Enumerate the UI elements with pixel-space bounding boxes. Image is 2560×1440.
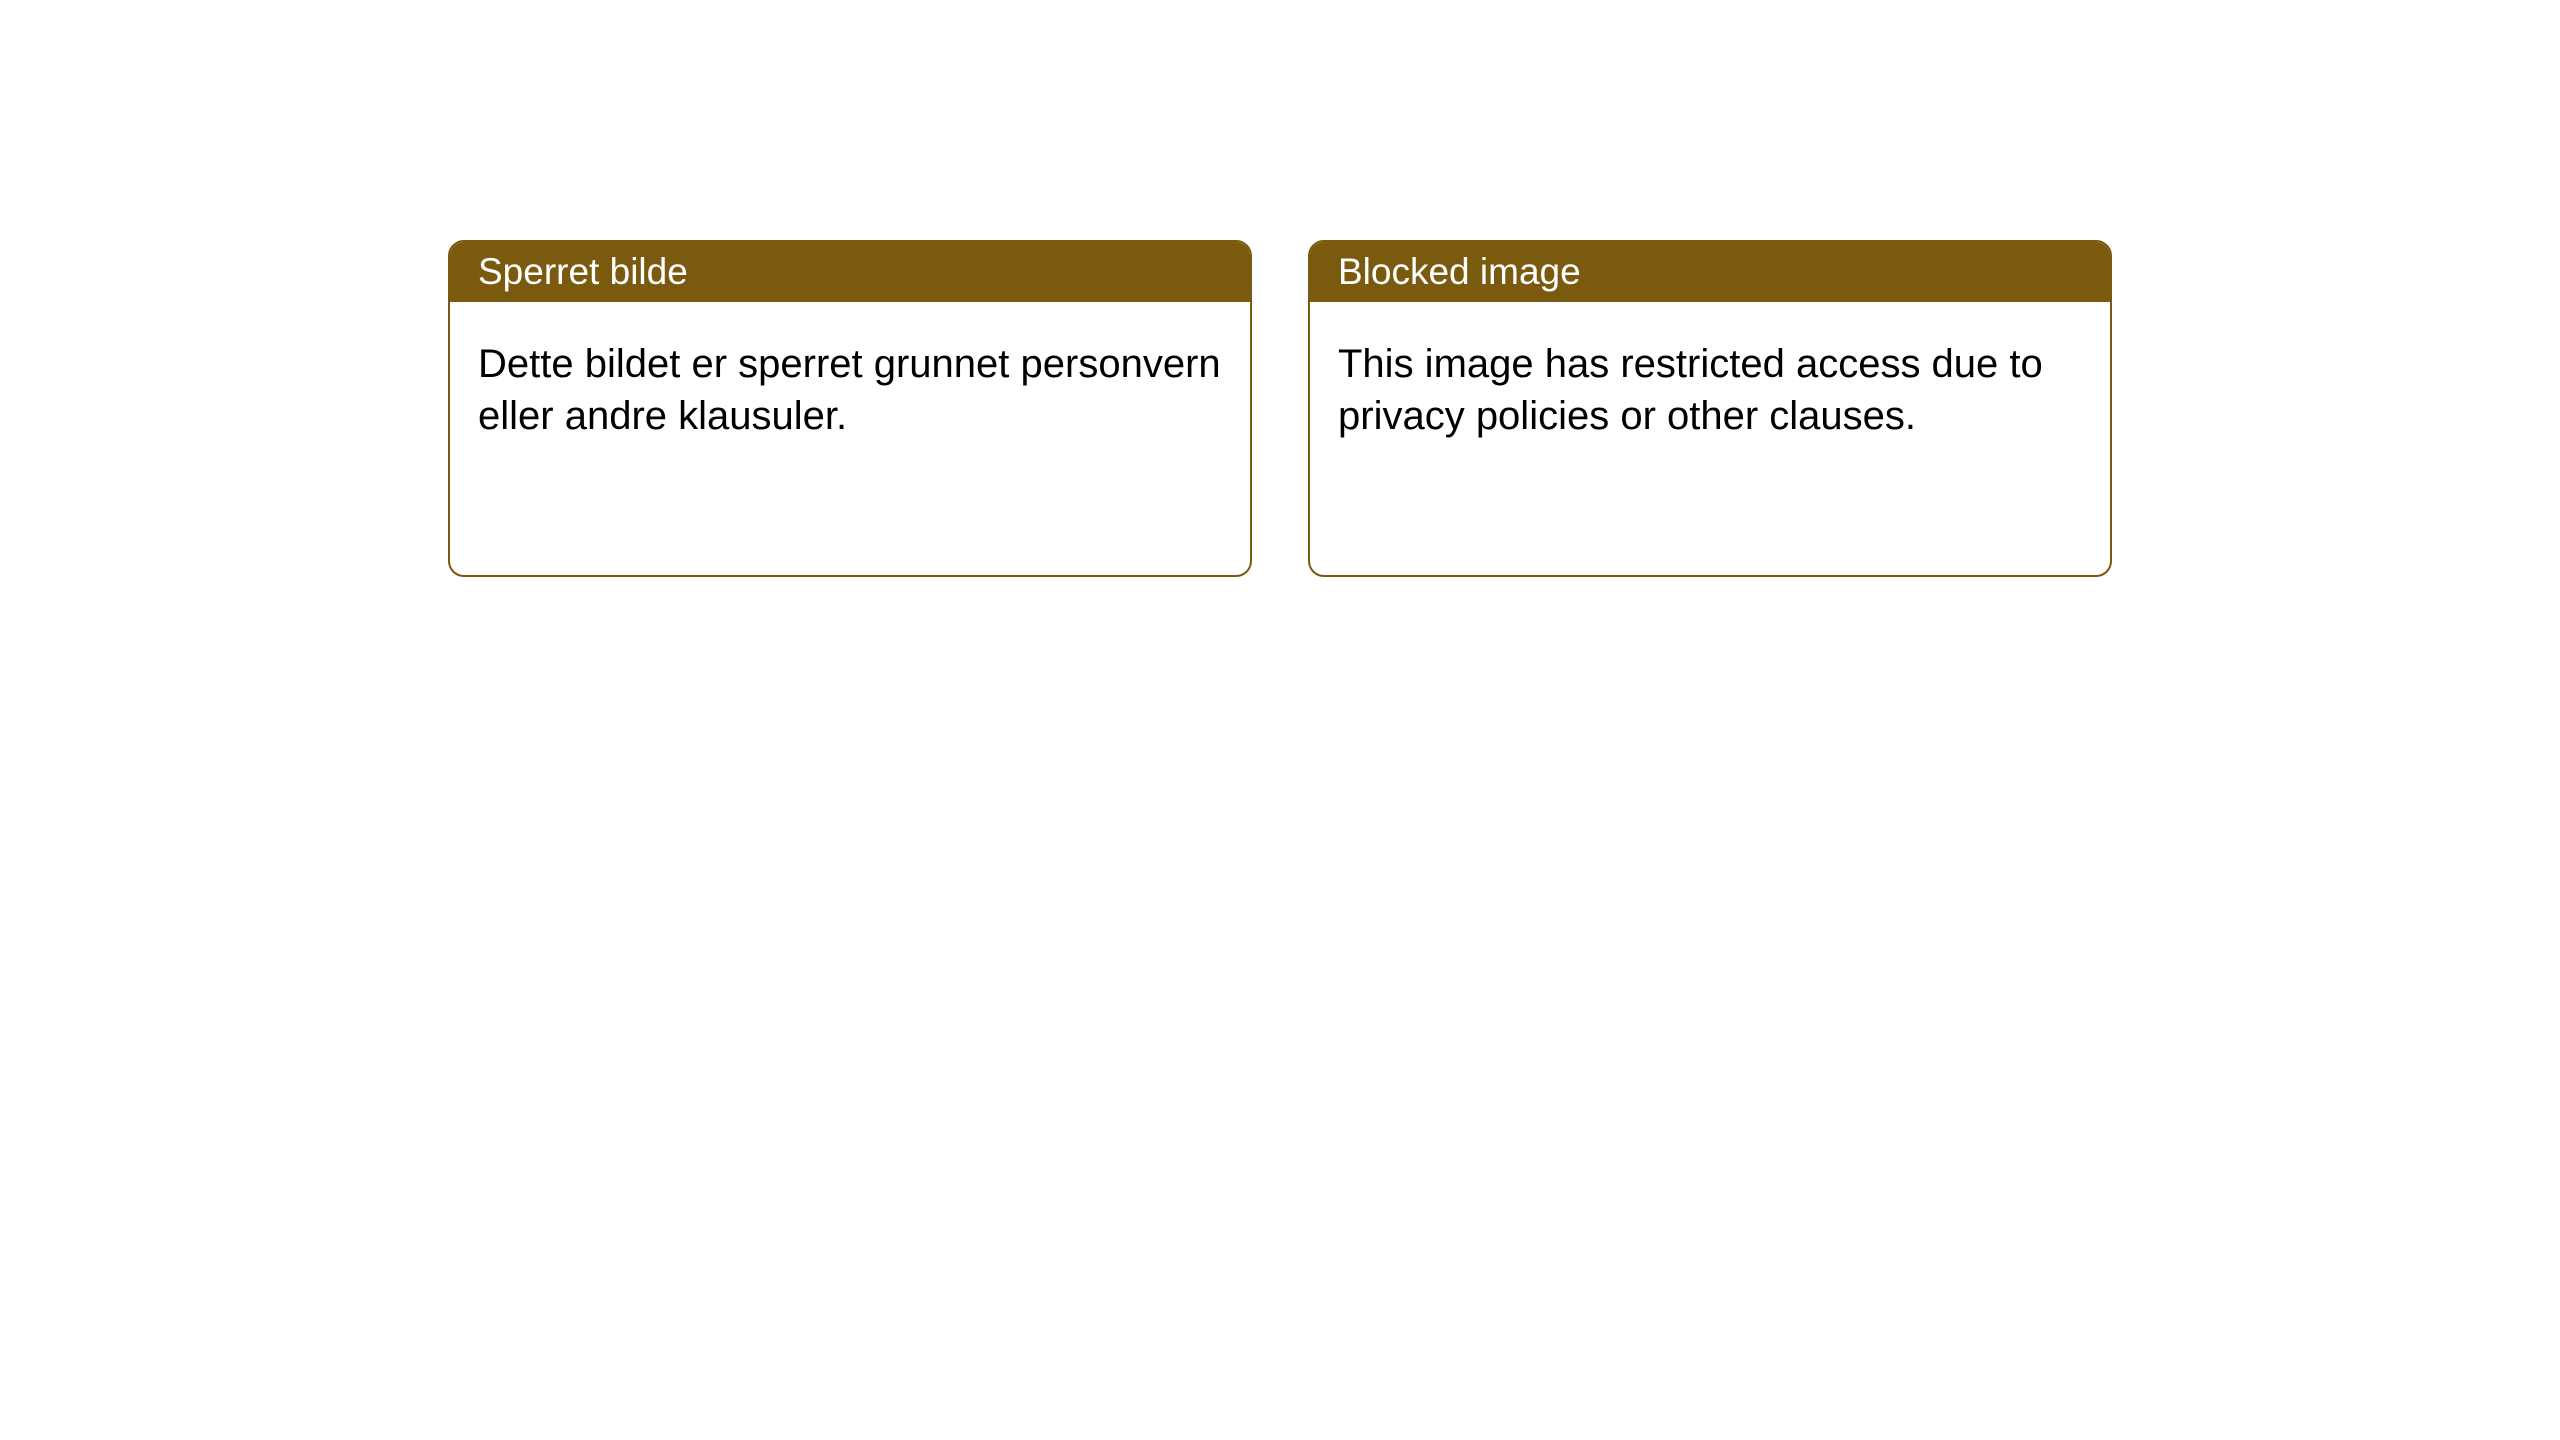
notice-card-english: Blocked image This image has restricted …	[1308, 240, 2112, 577]
notice-header-english: Blocked image	[1310, 242, 2110, 302]
notice-card-norwegian: Sperret bilde Dette bildet er sperret gr…	[448, 240, 1252, 577]
notice-header-norwegian: Sperret bilde	[450, 242, 1250, 302]
notice-title-norwegian: Sperret bilde	[478, 251, 688, 293]
notice-text-norwegian: Dette bildet er sperret grunnet personve…	[478, 342, 1221, 438]
notice-text-english: This image has restricted access due to …	[1338, 342, 2043, 438]
notice-container: Sperret bilde Dette bildet er sperret gr…	[0, 0, 2560, 577]
notice-body-english: This image has restricted access due to …	[1310, 302, 2110, 478]
notice-body-norwegian: Dette bildet er sperret grunnet personve…	[450, 302, 1250, 478]
notice-title-english: Blocked image	[1338, 251, 1581, 293]
